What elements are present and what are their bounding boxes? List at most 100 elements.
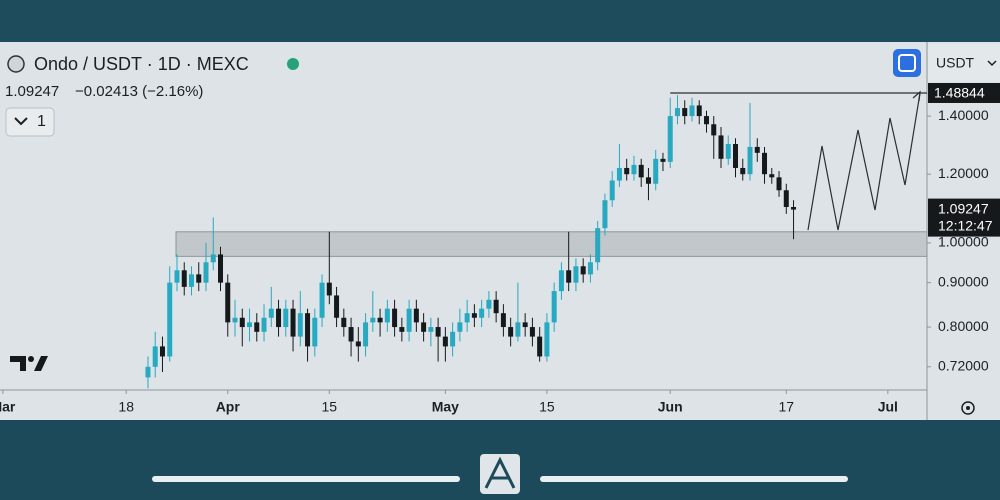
fullscreen-button[interactable] [893, 49, 921, 77]
candle-body [254, 322, 260, 332]
candle-body [762, 152, 768, 175]
candle-body [435, 327, 441, 337]
candle-body [682, 108, 688, 117]
candle-body [225, 282, 231, 323]
currency-chevron [987, 60, 997, 67]
candle-body [305, 313, 311, 347]
candle-body [689, 105, 695, 117]
candle-body [624, 167, 630, 175]
top-band [0, 0, 1000, 42]
candle-body [573, 266, 579, 283]
candle-body [188, 274, 194, 287]
settings-icon[interactable] [961, 401, 975, 415]
chevron-icon [14, 117, 28, 126]
candle-body [232, 317, 238, 323]
settings-icon-center [966, 406, 970, 410]
projection-arrow [912, 90, 921, 102]
candle-body [355, 341, 361, 347]
candle-body [203, 262, 209, 283]
candle-body [399, 327, 405, 332]
candle-body [486, 299, 492, 309]
candle-body [631, 164, 637, 175]
last-price-label: 1.09247 [938, 200, 989, 216]
x-tick-label: Mar [0, 399, 16, 415]
candle-body [196, 274, 202, 283]
candle-body [145, 366, 151, 378]
x-tick-label: 15 [539, 399, 555, 415]
y-tick-label: 0.90000 [938, 273, 989, 289]
candle-body [703, 116, 709, 125]
candle-body [297, 313, 303, 337]
nav-bar-right[interactable] [540, 476, 848, 482]
candle-body [152, 346, 158, 367]
candle-body [363, 322, 369, 347]
candle-body [290, 308, 296, 337]
currency-selector[interactable]: USDT [936, 55, 975, 71]
currency-box[interactable] [928, 44, 1000, 82]
candle-body [450, 331, 456, 347]
level-label: 1.48844 [934, 85, 985, 101]
candle-body [544, 322, 550, 357]
candle-body [210, 254, 216, 263]
support-zone [175, 231, 928, 257]
candle-body [595, 228, 601, 263]
x-tick-label: Jun [658, 399, 683, 415]
candle-body [616, 167, 622, 181]
x-tick-label: Jul [878, 399, 898, 415]
candle-body [276, 308, 282, 328]
candle-body [377, 317, 383, 323]
candle-body [283, 308, 289, 328]
legend-change: −0.02413 (−2.16%) [75, 83, 203, 100]
candle-body [319, 282, 325, 318]
indicator-count: 1 [37, 113, 46, 130]
fullscreen-icon [898, 54, 916, 72]
candle-body [558, 270, 564, 292]
candle-body [674, 108, 680, 117]
nav-bar-left[interactable] [152, 476, 460, 482]
candle-body [326, 282, 332, 296]
candle-body [580, 266, 586, 275]
symbol-title[interactable]: Ondo / USDT · 1D · MEXC [34, 54, 249, 74]
candle-body [653, 158, 659, 184]
status-dot [287, 58, 299, 70]
candle-body [609, 180, 615, 201]
candle-body [181, 270, 187, 287]
candle-body [479, 308, 485, 318]
app-logo-glyph [484, 456, 516, 489]
candle-body [711, 124, 717, 136]
candle-body [159, 346, 165, 357]
app-logo[interactable] [480, 454, 520, 494]
candle-body [783, 190, 789, 208]
candle-body [602, 200, 608, 229]
chart-panel [0, 42, 1000, 420]
candle-body [493, 299, 499, 314]
candle-body [392, 308, 398, 328]
candle-body [370, 317, 376, 323]
candle-body [247, 322, 253, 328]
countdown-label: 12:12:47 [938, 217, 993, 233]
candle-body [747, 146, 753, 175]
candle-body [464, 313, 470, 323]
candle-body [421, 322, 427, 332]
candle-body [776, 177, 782, 191]
candle-body [471, 313, 477, 318]
candle-body [740, 167, 746, 175]
legend-price: 1.09247 [5, 83, 59, 100]
candle-body [733, 144, 739, 168]
candle-body [522, 322, 528, 328]
y-tick-label: 0.72000 [938, 357, 989, 373]
candle-body [239, 317, 245, 328]
candle-body [754, 146, 760, 153]
candle-body [406, 308, 412, 332]
last-price-tag [928, 198, 1000, 237]
candle-body [791, 207, 797, 210]
x-tick-label: 17 [778, 399, 794, 415]
candle-body [442, 336, 448, 347]
x-tick-label: Apr [216, 399, 241, 415]
candle-body [551, 291, 557, 323]
candle-body [268, 308, 274, 318]
candle-body [500, 313, 506, 328]
collapse-toggle[interactable] [5, 107, 55, 137]
candle-body [587, 262, 593, 275]
